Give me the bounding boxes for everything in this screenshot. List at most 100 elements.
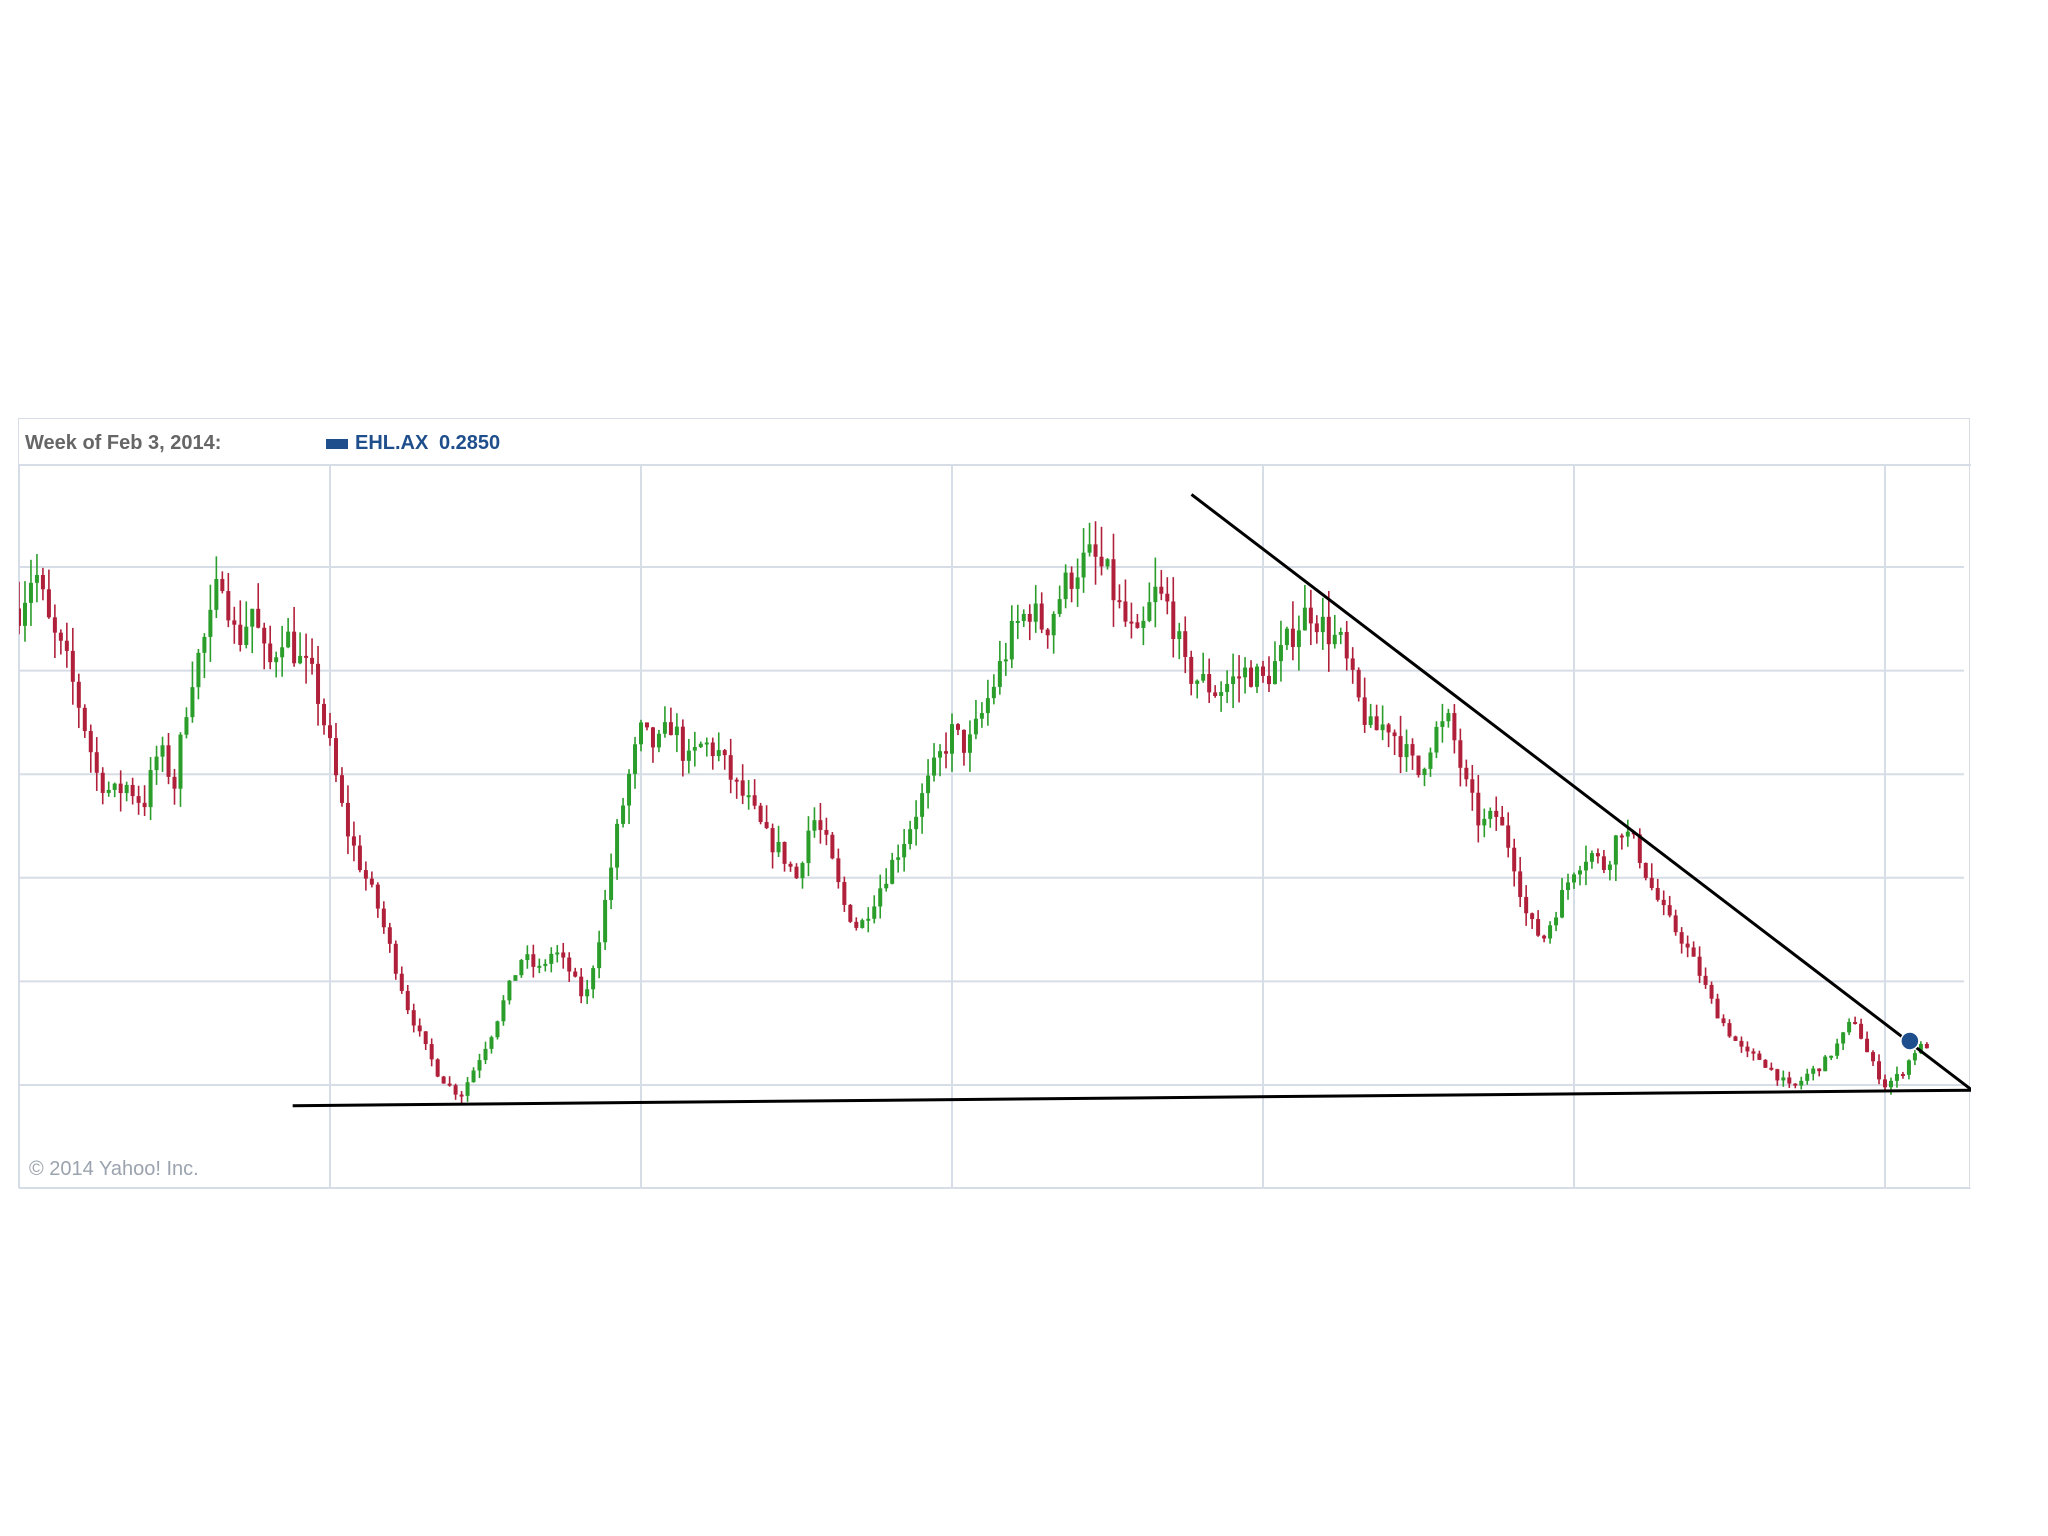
candle-body (52, 617, 57, 633)
candle-body (896, 857, 901, 860)
candle-body (639, 722, 643, 745)
chart-frame: 20082009201020112012201320140.200.400.60… (18, 418, 1971, 1189)
legend-swatch (326, 439, 348, 449)
candle-body (1841, 1032, 1846, 1044)
candle-body (555, 952, 560, 955)
candle-body (1625, 831, 1630, 837)
candle-body (1757, 1053, 1762, 1060)
candle-body (106, 789, 111, 793)
candle-body (1195, 680, 1200, 684)
candle-body (920, 793, 925, 817)
candle-body (220, 579, 225, 592)
candle-body (483, 1048, 488, 1061)
grid-layer (19, 464, 1971, 1189)
candle-body (1805, 1073, 1810, 1081)
candle-body (1721, 1018, 1726, 1024)
candle-body (1027, 613, 1032, 622)
candle-body (88, 731, 93, 753)
candle-body (1207, 674, 1212, 693)
candle-body (268, 643, 273, 663)
candle-body (1051, 613, 1056, 636)
candle-body (1410, 744, 1415, 756)
candle-body (1775, 1069, 1780, 1081)
trend-layer (292, 493, 1971, 1108)
candle-body (40, 574, 45, 590)
candle-body (1829, 1055, 1834, 1058)
candle-body (543, 963, 548, 966)
candle-body (800, 863, 805, 879)
candle-body (136, 796, 141, 803)
candle-body (363, 870, 368, 879)
candle-body (1416, 755, 1421, 776)
candle-body (1811, 1068, 1816, 1074)
candle-body (549, 953, 554, 964)
candle-body (597, 942, 602, 969)
candle-body (381, 908, 386, 928)
candle-body (961, 729, 966, 753)
candle-body (1015, 620, 1020, 623)
candle-body (459, 1094, 464, 1097)
candle-body (1039, 603, 1044, 630)
candle-body (950, 724, 954, 754)
candle-body (1159, 586, 1164, 594)
candle-body (1877, 1061, 1882, 1080)
candle-body (513, 975, 518, 981)
candle-body (1314, 623, 1319, 633)
candle-body (1332, 634, 1337, 645)
candle-body (328, 725, 332, 739)
candle-body (142, 802, 147, 808)
candle-body (621, 805, 626, 824)
candle-body (1691, 947, 1696, 957)
candle-body (1021, 613, 1026, 621)
candle-body (58, 632, 63, 641)
candle-body (1320, 616, 1325, 633)
candle-body (1081, 552, 1086, 578)
candle-body (1380, 724, 1385, 731)
candle-body (776, 841, 781, 853)
candle-body (1266, 675, 1271, 685)
candle-body (46, 589, 51, 618)
candle-body (1237, 676, 1242, 679)
candle-body (944, 751, 949, 754)
candle-layer (19, 521, 1929, 1104)
candle-body (836, 858, 841, 883)
candle-body (1063, 572, 1068, 600)
candle-body (1326, 616, 1331, 645)
candle-body (1003, 659, 1008, 662)
candle-body (1847, 1022, 1852, 1033)
candle-body (704, 742, 709, 745)
candle-body (860, 920, 865, 928)
candle-body (644, 722, 649, 728)
candle-body (214, 579, 219, 610)
candle-body (82, 707, 87, 732)
candle-body (1308, 607, 1313, 624)
candle-body (955, 724, 960, 730)
candle-body (256, 608, 261, 628)
candle-body (1536, 919, 1541, 936)
candle-body (794, 866, 799, 879)
candle-body (674, 726, 679, 736)
candle-body (1572, 874, 1576, 883)
candle-body (1548, 925, 1553, 939)
candle-body (250, 608, 255, 627)
candle-body (531, 954, 536, 967)
candle-body (1912, 1053, 1917, 1061)
candle-body (782, 841, 787, 864)
candle-body (208, 609, 213, 637)
candle-body (1009, 620, 1014, 660)
candle-body (770, 828, 775, 853)
candle-body (1655, 887, 1660, 900)
candle-body (1542, 935, 1547, 939)
candle-body (1793, 1083, 1798, 1086)
candle-body (196, 652, 201, 688)
candle-body (1566, 882, 1571, 891)
candle-body (22, 602, 27, 626)
candle-body (1249, 667, 1254, 687)
candle-body (399, 973, 404, 991)
candle-body (1817, 1068, 1822, 1072)
candle-body (1727, 1023, 1732, 1037)
candle-body (1601, 856, 1606, 870)
candle-body (441, 1076, 446, 1084)
candle-body (339, 775, 344, 803)
copyright: © 2014 Yahoo! Inc. (29, 1158, 199, 1180)
